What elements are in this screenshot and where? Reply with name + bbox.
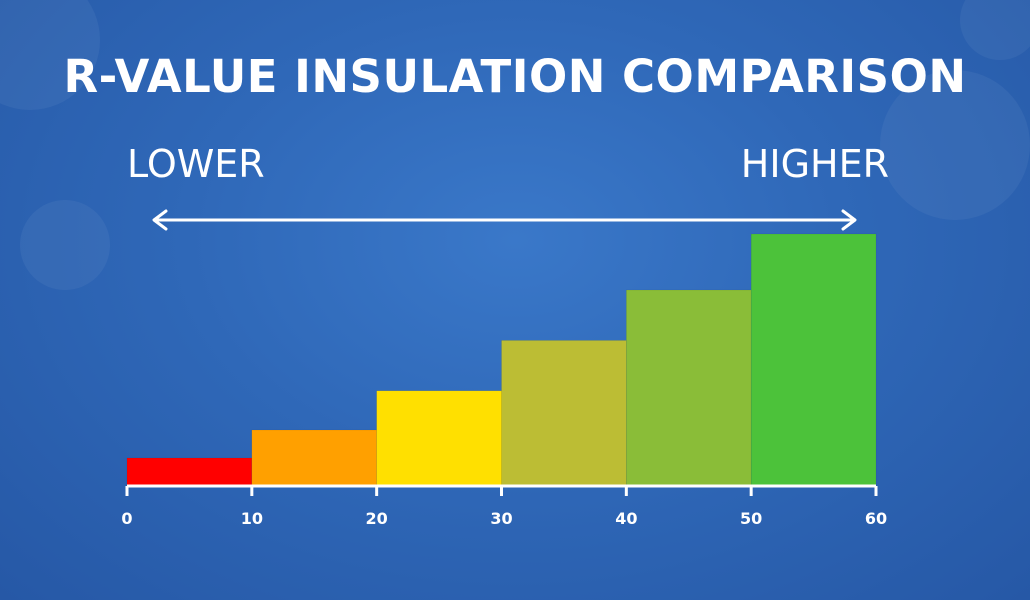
scale-arrow xyxy=(152,209,857,231)
background-bokeh xyxy=(880,70,1030,220)
bar-0-10 xyxy=(126,457,253,487)
bar-10-20 xyxy=(251,429,377,487)
x-axis-ticks: 0 10 20 30 40 50 60 xyxy=(121,486,887,528)
bars-group xyxy=(126,233,877,487)
bar-30-40 xyxy=(501,340,627,487)
x-tick-label: 30 xyxy=(490,509,512,528)
x-tick-label: 10 xyxy=(241,509,263,528)
bar-50-60 xyxy=(750,233,877,487)
scale-low-label: LOWER xyxy=(127,142,265,186)
bar-40-50 xyxy=(626,289,752,487)
x-tick-label: 20 xyxy=(366,509,388,528)
x-tick-label: 40 xyxy=(615,509,637,528)
chart-title: R-VALUE INSULATION COMPARISON xyxy=(63,50,967,103)
arrow-right-head xyxy=(841,209,857,231)
x-tick-label: 0 xyxy=(121,509,132,528)
bar-20-30 xyxy=(376,390,502,487)
x-tick-label: 50 xyxy=(740,509,762,528)
arrow-left-head xyxy=(152,209,168,231)
x-tick-label: 60 xyxy=(865,509,887,528)
scale-high-label: HIGHER xyxy=(740,142,889,186)
background-bokeh xyxy=(20,200,110,290)
